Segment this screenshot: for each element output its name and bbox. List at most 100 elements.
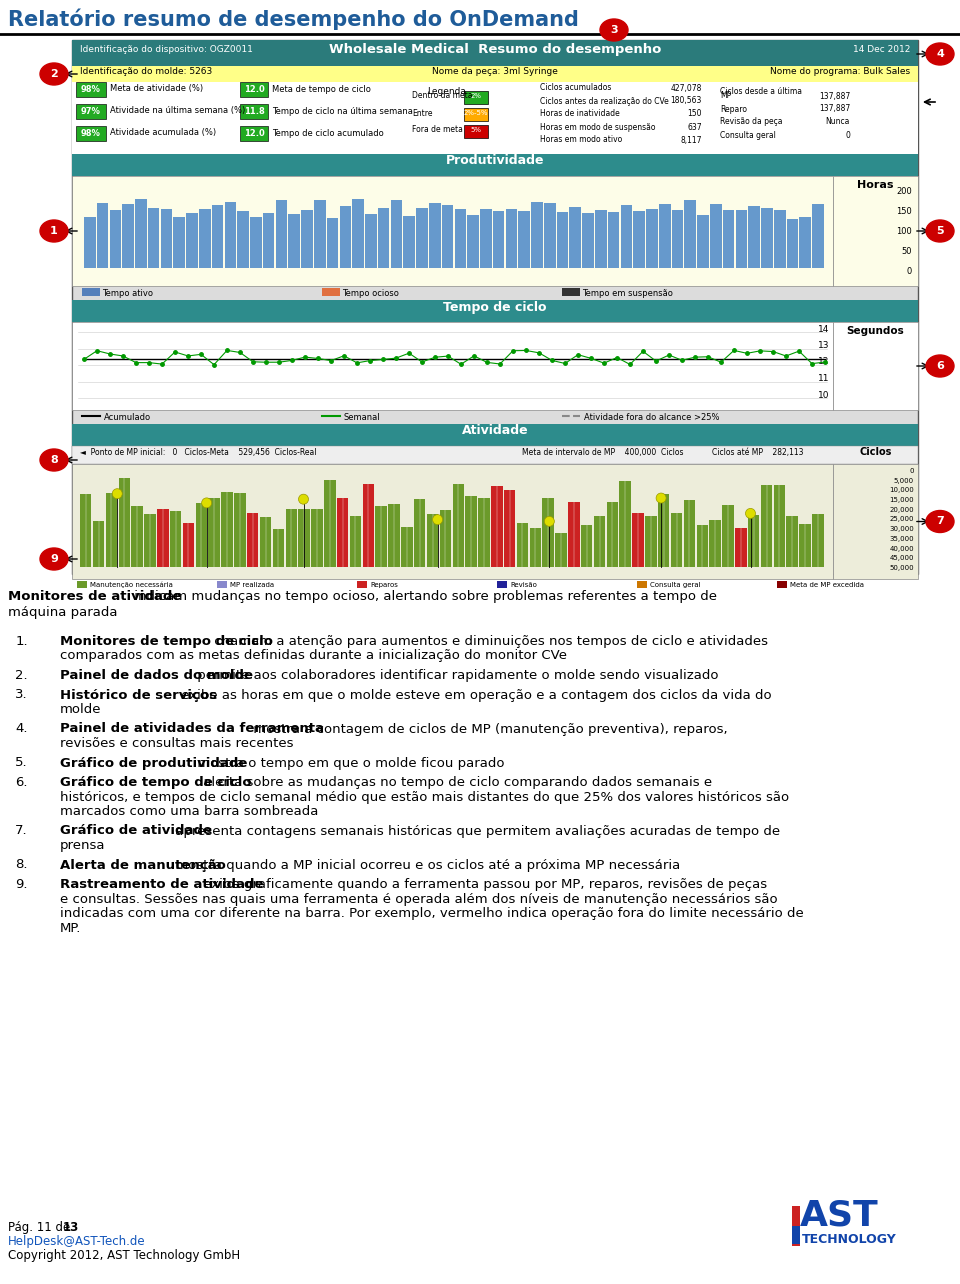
Bar [492, 211, 504, 268]
Bar [833, 322, 918, 410]
Text: 0: 0 [845, 131, 850, 140]
Text: Ciclos desde a última: Ciclos desde a última [720, 87, 802, 96]
Text: 50,000: 50,000 [889, 565, 914, 571]
Text: 13: 13 [818, 342, 829, 351]
Text: 0: 0 [907, 267, 912, 276]
Bar [619, 482, 631, 568]
Text: 137,887: 137,887 [819, 104, 850, 113]
Text: Horas de inatividade: Horas de inatividade [540, 109, 620, 118]
Bar [568, 502, 580, 568]
Circle shape [112, 489, 122, 498]
Bar [72, 446, 918, 464]
Bar [349, 516, 361, 568]
Text: 11.8: 11.8 [244, 107, 264, 116]
Bar [671, 514, 683, 568]
Circle shape [746, 508, 756, 519]
Ellipse shape [40, 548, 68, 570]
Text: 1.: 1. [15, 636, 28, 648]
Text: 30,000: 30,000 [889, 526, 914, 532]
Text: 5.: 5. [15, 756, 28, 769]
Text: exibe graficamente quando a ferramenta passou por MP, reparos, revisões de peças: exibe graficamente quando a ferramenta p… [199, 878, 767, 891]
Text: indicadas com uma cor diferente na barra. Por exemplo, vermelho indica operação : indicadas com uma cor diferente na barra… [60, 907, 804, 921]
Bar [301, 209, 313, 268]
Bar [468, 214, 479, 268]
Bar [697, 216, 708, 268]
Bar [247, 514, 258, 568]
Text: Monitores de tempo de ciclo: Monitores de tempo de ciclo [60, 636, 273, 648]
Text: Ciclos até MP    282,113: Ciclos até MP 282,113 [712, 448, 804, 457]
Text: 8: 8 [50, 455, 58, 465]
Text: 4.: 4. [15, 723, 28, 736]
Text: Alerta de manutenção: Alerta de manutenção [60, 859, 226, 872]
Text: 6.: 6. [15, 776, 28, 788]
Ellipse shape [926, 511, 954, 533]
Bar [440, 510, 451, 568]
Bar [516, 523, 528, 568]
Text: exibe as horas em que o molde esteve em operação e a contagem dos ciclos da vida: exibe as horas em que o molde esteve em … [177, 688, 771, 701]
Ellipse shape [926, 220, 954, 241]
Bar [429, 203, 441, 268]
Bar [595, 209, 607, 268]
Text: 5,000: 5,000 [894, 478, 914, 484]
Bar [414, 499, 425, 568]
Bar [777, 580, 787, 588]
Bar [761, 208, 773, 268]
Bar [608, 212, 619, 268]
Text: Atividade: Atividade [462, 425, 528, 438]
Text: Tempo ocioso: Tempo ocioso [342, 289, 398, 298]
Bar [403, 216, 415, 268]
Text: 427,078: 427,078 [671, 83, 702, 92]
Bar [322, 288, 340, 297]
Bar [285, 510, 297, 568]
Text: MP realizada: MP realizada [230, 582, 275, 588]
Text: Nunca: Nunca [826, 118, 850, 127]
Bar [240, 104, 268, 119]
Bar [620, 205, 633, 268]
Text: 12: 12 [818, 357, 829, 366]
Text: AST: AST [800, 1198, 878, 1233]
Text: ◄  Ponto de MP inicial:   0   Ciclos-Meta    529,456  Ciclos-Real: ◄ Ponto de MP inicial: 0 Ciclos-Meta 529… [80, 448, 317, 457]
Bar [144, 514, 156, 568]
Text: Produtividade: Produtividade [445, 154, 544, 167]
Text: TECHNOLOGY: TECHNOLOGY [802, 1233, 897, 1245]
Ellipse shape [600, 19, 628, 41]
Text: Meta de atividade (%): Meta de atividade (%) [110, 85, 204, 94]
Bar [186, 213, 198, 268]
Bar [833, 176, 918, 286]
Bar [170, 511, 181, 568]
Text: Fora de meta: Fora de meta [412, 126, 463, 135]
Bar [160, 208, 172, 268]
Bar [314, 200, 325, 268]
Bar [311, 510, 323, 568]
Bar [365, 214, 376, 268]
Text: 10: 10 [818, 390, 829, 399]
Bar [337, 498, 348, 568]
Bar [401, 526, 413, 568]
Text: 2%-5%: 2%-5% [464, 110, 489, 116]
Text: Acumulado: Acumulado [104, 413, 151, 422]
Text: prensa: prensa [60, 838, 106, 853]
Text: 7: 7 [936, 516, 944, 526]
Bar [518, 212, 530, 268]
Bar [464, 125, 488, 137]
Text: Ciclos antes da realização do CVe: Ciclos antes da realização do CVe [540, 96, 669, 105]
Text: Meta de tempo de ciclo: Meta de tempo de ciclo [272, 85, 371, 94]
Bar [637, 580, 647, 588]
Text: 14: 14 [818, 325, 829, 334]
Text: Segundos: Segundos [847, 326, 904, 336]
Text: Reparos: Reparos [370, 582, 397, 588]
Bar [375, 506, 387, 568]
Bar [645, 516, 657, 568]
Bar [217, 580, 227, 588]
Bar [76, 104, 106, 119]
Bar [800, 524, 811, 568]
Bar [659, 204, 670, 268]
Text: Nome da peça: 3ml Syringe: Nome da peça: 3ml Syringe [432, 67, 558, 76]
Text: 7.: 7. [15, 824, 28, 837]
Text: 4: 4 [936, 49, 944, 59]
Bar [132, 506, 143, 568]
Text: 45,000: 45,000 [890, 555, 914, 561]
Text: Meta de MP excedida: Meta de MP excedida [790, 582, 864, 588]
Bar [658, 493, 669, 568]
Bar [72, 82, 918, 154]
